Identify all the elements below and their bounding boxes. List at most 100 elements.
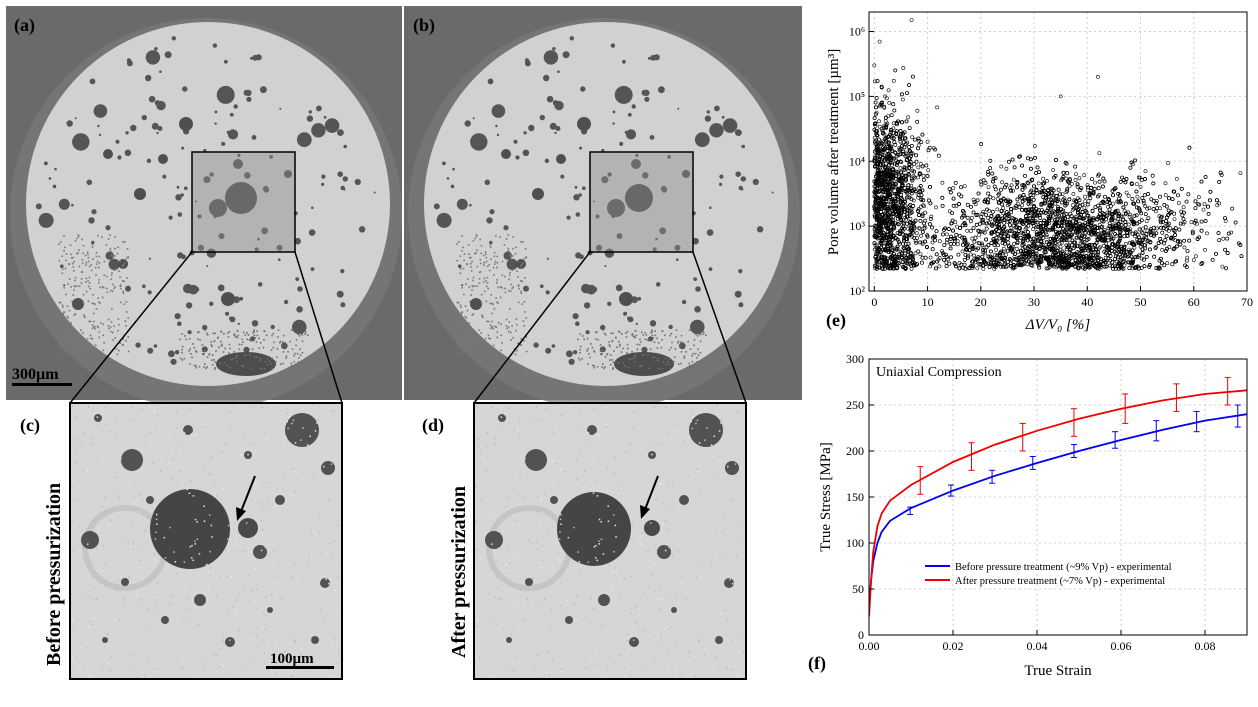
- porosity-speck: [696, 361, 698, 363]
- noise-speck: [137, 498, 139, 500]
- porosity-speck: [521, 338, 523, 340]
- porosity-speck: [75, 313, 77, 315]
- noise-speck: [537, 534, 539, 536]
- porosity-speck: [496, 282, 498, 284]
- noise-speck: [689, 436, 691, 438]
- noise-speck: [706, 645, 708, 647]
- pore: [149, 258, 151, 260]
- noise-speck: [519, 434, 521, 436]
- noise-speck: [140, 494, 142, 496]
- porosity-speck: [592, 347, 594, 349]
- noise-speck: [609, 444, 611, 446]
- noise-speck: [580, 616, 582, 618]
- noise-speck: [226, 675, 228, 677]
- porosity-speck: [223, 333, 225, 335]
- porosity-speck: [486, 286, 488, 288]
- pore: [182, 86, 187, 91]
- noise-speck: [597, 495, 599, 497]
- porosity-speck: [282, 341, 284, 343]
- pore: [97, 125, 99, 127]
- porosity-speck: [496, 279, 498, 281]
- porosity-speck: [495, 297, 497, 299]
- noise-speck: [625, 451, 627, 453]
- porosity-speck: [69, 333, 71, 335]
- noise-speck: [77, 500, 79, 502]
- noise-speck: [632, 525, 634, 527]
- noise-speck: [732, 583, 734, 585]
- noise-speck: [337, 525, 339, 527]
- noise-speck: [476, 487, 478, 489]
- noise-speck: [329, 641, 331, 643]
- porosity-speck: [228, 352, 230, 354]
- noise-speck: [157, 414, 159, 416]
- noise-speck: [274, 603, 276, 605]
- noise-speck: [294, 491, 296, 493]
- noise-speck: [733, 641, 735, 643]
- porosity-speck: [580, 346, 582, 348]
- porosity-speck: [296, 339, 298, 341]
- porosity-speck: [520, 344, 522, 346]
- noise-speck: [191, 557, 193, 559]
- porosity-speck: [123, 303, 125, 305]
- noise-speck: [609, 657, 611, 659]
- porosity-speck: [206, 333, 208, 335]
- porosity-speck: [492, 354, 494, 356]
- porosity-speck: [92, 246, 94, 248]
- noise-speck: [116, 590, 118, 592]
- porosity-speck: [471, 270, 473, 272]
- noise-speck: [120, 458, 122, 460]
- noise-speck: [214, 654, 216, 656]
- noise-speck: [261, 618, 263, 620]
- noise-speck: [652, 574, 654, 576]
- noise-speck: [285, 436, 287, 438]
- noise-speck: [480, 453, 482, 455]
- porosity-speck: [504, 244, 506, 246]
- scatter-point: [901, 98, 904, 101]
- porosity-speck: [650, 349, 652, 351]
- noise-speck: [519, 452, 521, 454]
- porosity-speck: [493, 345, 495, 347]
- pore: [473, 117, 475, 119]
- noise-speck: [576, 479, 578, 481]
- porosity-speck: [590, 343, 592, 345]
- pore: [127, 58, 131, 62]
- pore: [723, 118, 738, 133]
- noise-speck: [256, 636, 258, 638]
- pore: [442, 162, 446, 166]
- porosity-speck: [698, 354, 700, 356]
- porosity-speck: [305, 366, 307, 368]
- porosity-speck: [238, 335, 240, 337]
- porosity-speck: [253, 329, 255, 331]
- noise-speck: [561, 582, 563, 584]
- porosity-speck: [506, 259, 508, 261]
- noise-speck: [518, 618, 520, 620]
- porosity-speck: [206, 366, 208, 368]
- pore: [355, 179, 361, 185]
- porosity-speck: [689, 365, 691, 367]
- porosity-speck: [66, 321, 68, 323]
- scatter-point: [916, 109, 919, 112]
- noise-speck: [156, 434, 158, 436]
- noise-speck: [236, 599, 238, 601]
- noise-speck: [695, 494, 697, 496]
- scatter-point: [1124, 242, 1127, 245]
- noise-speck: [191, 670, 193, 672]
- noise-speck: [593, 408, 595, 410]
- noise-speck: [494, 596, 496, 598]
- porosity-speck: [307, 334, 309, 336]
- noise-speck: [492, 407, 494, 409]
- noise-speck: [627, 633, 629, 635]
- pore: [506, 637, 512, 643]
- noise-speck: [610, 564, 612, 566]
- noise-speck: [576, 596, 578, 598]
- noise-speck: [120, 462, 122, 464]
- porosity-speck: [85, 281, 87, 283]
- porosity-speck: [680, 363, 682, 365]
- porosity-speck: [223, 351, 225, 353]
- porosity-speck: [76, 285, 78, 287]
- porosity-speck: [465, 283, 467, 285]
- noise-speck: [261, 577, 263, 579]
- pore: [172, 36, 176, 40]
- noise-speck: [271, 594, 273, 596]
- porosity-speck: [510, 284, 512, 286]
